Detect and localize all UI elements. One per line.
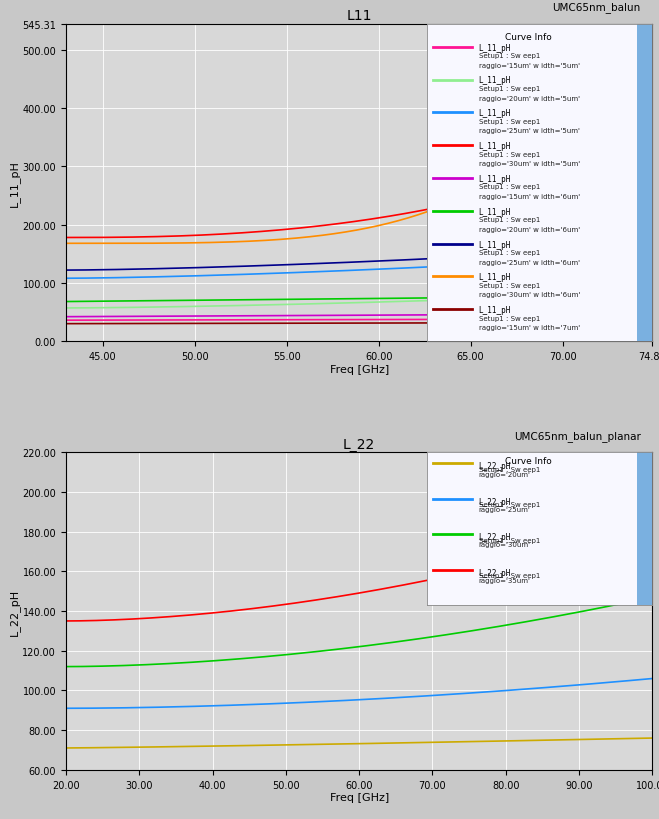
Text: UMC65nm_balun: UMC65nm_balun xyxy=(552,2,641,13)
Title: L_22: L_22 xyxy=(343,437,375,452)
Text: UMC65nm_balun_planar: UMC65nm_balun_planar xyxy=(514,431,641,441)
Title: L11: L11 xyxy=(347,10,372,24)
X-axis label: Freq [GHz]: Freq [GHz] xyxy=(330,792,389,803)
Y-axis label: L_22_pH: L_22_pH xyxy=(9,588,20,635)
X-axis label: Freq [GHz]: Freq [GHz] xyxy=(330,364,389,374)
Y-axis label: L_11_pH: L_11_pH xyxy=(9,160,20,206)
